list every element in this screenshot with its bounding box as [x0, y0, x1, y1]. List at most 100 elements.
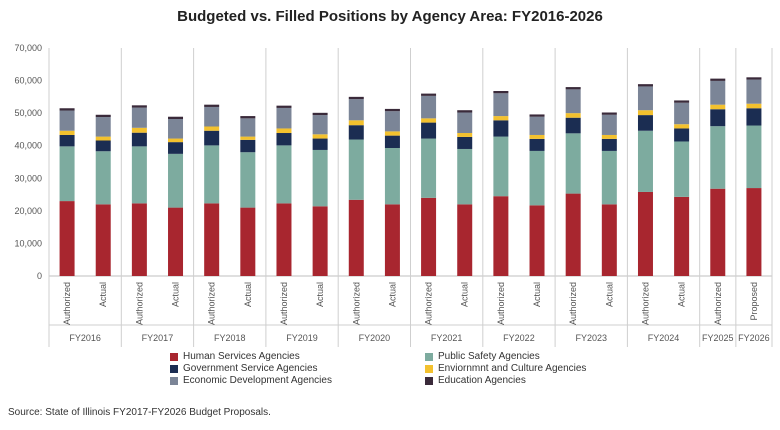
bar-segment [710, 188, 726, 276]
bar-segment [95, 136, 111, 141]
bar-segment [312, 134, 328, 139]
bar-segment [674, 100, 690, 103]
bar-segment [168, 153, 184, 208]
bar-segment [95, 204, 111, 276]
bar-segment [204, 203, 220, 276]
bar-segment [384, 147, 400, 205]
bar-segment [59, 134, 75, 147]
bar-segment [710, 126, 726, 189]
y-tick-label: 50,000 [14, 108, 42, 118]
bar-segment [493, 196, 509, 276]
bar-segment [457, 204, 473, 276]
bar-segment [421, 93, 437, 96]
chart-title: Budgeted vs. Filled Positions by Agency … [177, 8, 603, 25]
bar-segment [312, 138, 328, 150]
bar-segment [746, 103, 762, 109]
bar-segment [601, 112, 617, 115]
legend-label: Human Services Agencies [183, 351, 300, 362]
bar-segment [348, 120, 364, 126]
bar-segment [59, 130, 75, 135]
x-bar-label: Authorized [496, 282, 506, 325]
x-group-label: FY2023 [575, 333, 607, 343]
bar-segment [240, 116, 256, 119]
x-bar-label: Authorized [62, 282, 72, 325]
bar-segment [710, 104, 726, 110]
bar-segment [131, 105, 147, 108]
bar-segment [457, 133, 473, 137]
bar-segment [204, 145, 220, 204]
x-group-label: FY2019 [286, 333, 318, 343]
y-tick-label: 40,000 [14, 141, 42, 151]
x-bar-label: Proposed [749, 282, 759, 321]
bar-segment [131, 107, 147, 128]
x-group-label: FY2022 [503, 333, 535, 343]
bar-segment [637, 191, 653, 276]
bar-segment [348, 139, 364, 200]
x-bar-label: Authorized [207, 282, 217, 325]
bar-segment [637, 84, 653, 87]
x-bar-label: Actual [387, 282, 397, 307]
bar-segment [421, 138, 437, 198]
x-bar-label: Actual [98, 282, 108, 307]
bar-segment [674, 141, 690, 197]
legend-item: Economic Development Agencies [170, 375, 332, 386]
bar-segment [457, 112, 473, 134]
bar-segment [601, 134, 617, 139]
bar-segment [312, 206, 328, 276]
bar-segment [746, 125, 762, 189]
x-group-label: FY2026 [738, 333, 770, 343]
x-bar-label: Authorized [279, 282, 289, 325]
bar-segment [565, 133, 581, 194]
bar-segment [312, 112, 328, 116]
stacked-bar-chart: 0 10,000 20,000 30,000 40,000 50,000 60,000 70,… [14, 43, 773, 347]
bar-segment [59, 146, 75, 202]
bar-segment [746, 79, 762, 104]
bar-segment [276, 107, 292, 129]
bar-segment [529, 150, 545, 206]
legend-swatch [170, 352, 178, 361]
legend-label: Government Service Agencies [183, 363, 318, 374]
bar-segment [240, 139, 256, 153]
y-tick-label: 10,000 [14, 238, 42, 248]
bar-segment [95, 117, 111, 137]
x-group-label: FY2024 [648, 333, 680, 343]
x-group-label: FY2017 [142, 333, 174, 343]
bar-segment [59, 201, 75, 276]
bar-segment [637, 130, 653, 192]
bar-segment [384, 135, 400, 148]
bar-segment [601, 138, 617, 151]
bar-segment [493, 116, 509, 121]
bar-segment [529, 138, 545, 151]
x-group-label: FY2016 [69, 333, 101, 343]
bar-segment [348, 96, 364, 100]
x-group-label: FY2018 [214, 333, 246, 343]
bar-segment [746, 188, 762, 276]
bar-segment [565, 87, 581, 90]
x-bar-label: Authorized [713, 282, 723, 325]
bar-segment [565, 193, 581, 276]
bar-segment [240, 118, 256, 137]
bar-segment [276, 105, 292, 108]
legend-swatch [170, 364, 178, 373]
bar-segment [95, 114, 111, 118]
x-bar-label: Authorized [568, 282, 578, 325]
bar-segment [276, 128, 292, 134]
bar-segment [421, 118, 437, 123]
bar-segment [674, 102, 690, 125]
bar-segment [384, 131, 400, 136]
bar-segment [565, 89, 581, 114]
legend-item: Government Service Agencies [170, 363, 318, 374]
bar-segment [529, 116, 545, 135]
bar-segment [312, 115, 328, 135]
bar-segment [746, 108, 762, 126]
x-bar-label: Actual [460, 282, 470, 307]
bar-segment [59, 108, 75, 111]
x-bar-label: Actual [171, 282, 181, 307]
legend-swatch [425, 364, 433, 373]
bar-segment [131, 132, 147, 147]
bar-segment [276, 203, 292, 276]
legend-swatch [170, 376, 178, 385]
bar-segment [529, 134, 545, 139]
bar-segment [131, 146, 147, 204]
legend-item: Education Agencies [425, 375, 526, 386]
